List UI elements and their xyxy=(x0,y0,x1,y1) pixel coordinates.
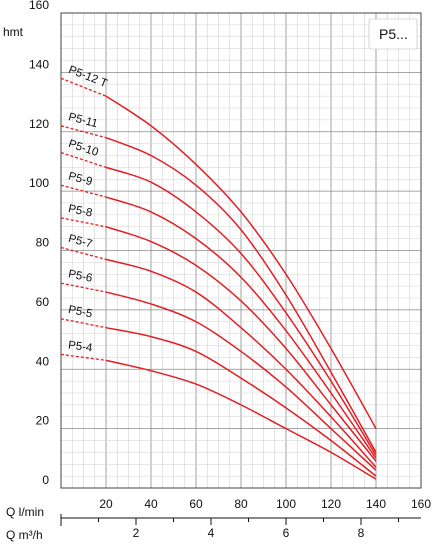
chart-badge: P5... xyxy=(368,18,418,50)
curve-dashed-p5-12-t xyxy=(60,77,107,97)
curve-dashed-p5-7 xyxy=(60,246,107,261)
curve-p5-7 xyxy=(105,258,377,468)
x-tick-label: 120 xyxy=(321,497,341,511)
y-tick-label: 60 xyxy=(36,295,50,309)
axes: 0 20 40 60 80 100 120 140 160 20 40 60 80 100 120 140 16… xyxy=(29,0,431,540)
curve-dashed-p5-9 xyxy=(60,184,107,198)
curve-label-p5-11: P5-11 xyxy=(67,111,99,130)
curve-p5-8 xyxy=(105,226,377,462)
x-tick-label: 60 xyxy=(189,497,203,511)
curve-p5-12-t xyxy=(105,95,377,429)
curve-label-p5-12-t: P5-12 T xyxy=(67,64,109,90)
x2-tick-label: 8 xyxy=(358,526,365,540)
x-tick-label: 100 xyxy=(276,497,296,511)
y-tick-label: 40 xyxy=(36,354,50,368)
x2-tick-label: 2 xyxy=(133,526,140,540)
curve-dashed-p5-5 xyxy=(60,318,107,329)
curve-dashed-p5-10 xyxy=(60,151,107,168)
badge-box xyxy=(368,18,418,50)
curve-dashed-p5-6 xyxy=(60,282,107,293)
curve-p5-6 xyxy=(105,291,377,471)
curve-label-p5-6: P5-6 xyxy=(67,268,93,284)
y-tick-label: 160 xyxy=(29,0,49,12)
x-tick-label: 20 xyxy=(99,497,113,511)
curve-dashed-p5-11 xyxy=(60,125,107,139)
y-tick-label: 100 xyxy=(29,176,49,190)
x-tick-label: 160 xyxy=(411,497,431,511)
badge-label: P5... xyxy=(379,26,408,42)
x2-tick-label: 6 xyxy=(283,526,290,540)
y-tick-label: 80 xyxy=(36,236,50,250)
x-tick-label: 40 xyxy=(144,497,158,511)
plot-frame xyxy=(60,12,422,489)
curve-label-p5-4: P5-4 xyxy=(67,339,93,354)
curve-label-p5-9: P5-9 xyxy=(67,170,94,188)
y-tick-label: 120 xyxy=(29,117,49,131)
y-tick-label: 140 xyxy=(29,57,49,71)
curve-p5-4 xyxy=(105,359,377,480)
curve-label-p5-5: P5-5 xyxy=(67,304,93,320)
curve-dashed-p5-4 xyxy=(60,353,107,361)
y-tick-label: 20 xyxy=(36,414,50,428)
y-axis-unit: hmt xyxy=(3,25,24,39)
x-axis-primary-label: Q l/min xyxy=(6,505,44,519)
curve-p5-10 xyxy=(105,166,377,456)
x-tick-label: 80 xyxy=(234,497,248,511)
curve-p5-9 xyxy=(105,196,377,459)
x2-tick-label: 4 xyxy=(208,526,215,540)
curve-label-p5-7: P5-7 xyxy=(67,233,94,251)
y-tick-label: 0 xyxy=(42,473,49,487)
curve-dashed-p5-8 xyxy=(60,217,107,228)
x-tick-label: 140 xyxy=(366,497,386,511)
curve-label-p5-8: P5-8 xyxy=(67,203,93,219)
grid xyxy=(60,12,422,489)
curve-p5-5 xyxy=(105,326,377,477)
x-axis-secondary-label: Q m³/h xyxy=(6,528,43,542)
curve-p5-11 xyxy=(105,136,377,453)
